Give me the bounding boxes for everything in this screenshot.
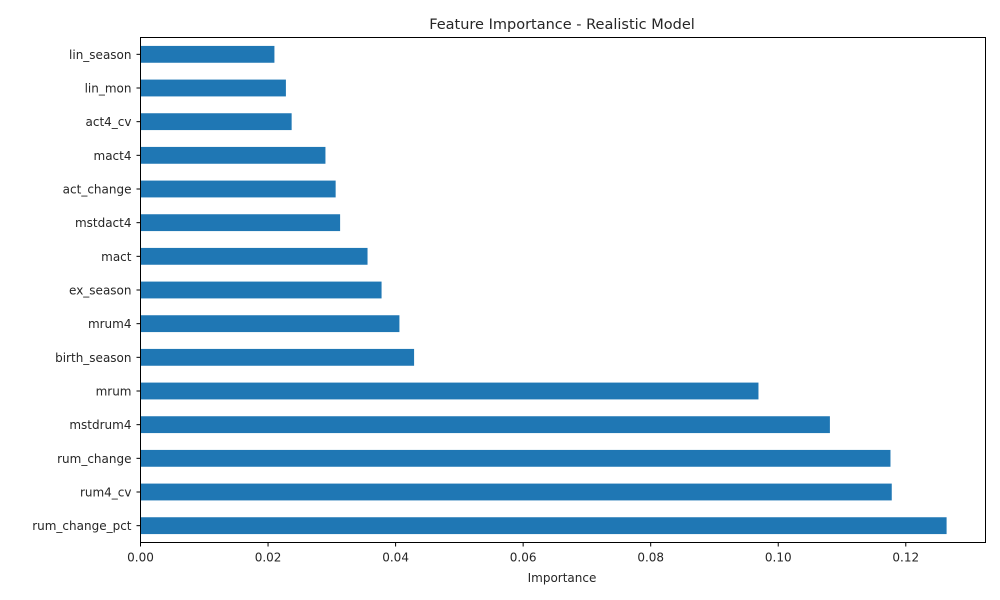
y-tick-label-mact: mact — [101, 250, 132, 264]
bar-rum_change_pct — [140, 517, 947, 535]
bar-rum_change — [140, 449, 891, 467]
bar-birth_season — [140, 348, 415, 366]
x-tick-label: 0.06 — [510, 551, 537, 565]
y-tick-label-act4_cv: act4_cv — [86, 115, 132, 129]
x-axis-title: Importance — [528, 571, 597, 585]
bars-group — [140, 45, 947, 535]
bar-lin_season — [140, 45, 275, 63]
x-tick-label: 0.00 — [127, 551, 154, 565]
y-tick-label-act_change: act_change — [63, 183, 132, 197]
bar-lin_mon — [140, 79, 286, 97]
x-tick-label: 0.02 — [255, 551, 282, 565]
chart-title: Feature Importance - Realistic Model — [429, 17, 695, 33]
y-tick-label-mstdrum4: mstdrum4 — [69, 418, 131, 432]
y-tick-label-rum_change_pct: rum_change_pct — [32, 519, 132, 533]
bar-mstdact4 — [140, 214, 341, 232]
bar-mrum — [140, 382, 759, 400]
x-tick-label: 0.12 — [892, 551, 919, 565]
x-tick-label: 0.08 — [637, 551, 664, 565]
plot-frame — [140, 37, 986, 543]
bar-rum4_cv — [140, 483, 892, 501]
y-tick-label-mrum4: mrum4 — [88, 317, 132, 331]
x-axis-ticks: 0.00 0.02 0.04 0.06 0.08 0.10 0.12 — [127, 542, 919, 565]
y-tick-label-mrum: mrum — [96, 385, 132, 399]
y-tick-label-mstdact4: mstdact4 — [75, 216, 132, 230]
bar-act4_cv — [140, 113, 292, 131]
y-tick-label-rum_change: rum_change — [57, 452, 131, 466]
bar-ex_season — [140, 281, 382, 299]
y-tick-label-rum4_cv: rum4_cv — [80, 486, 132, 500]
y-tick-label-mact4: mact4 — [94, 149, 132, 163]
y-tick-label-birth_season: birth_season — [55, 351, 131, 365]
bar-mstdrum4 — [140, 416, 830, 434]
bar-mact — [140, 247, 368, 265]
bar-mrum4 — [140, 315, 400, 333]
y-tick-label-ex_season: ex_season — [69, 284, 131, 298]
y-tick-label-lin_season: lin_season — [69, 48, 131, 62]
y-axis-ticks: lin_season lin_mon act4_cv mact4 act_changem… — [32, 48, 141, 533]
x-tick-label: 0.04 — [382, 551, 409, 565]
x-tick-label: 0.10 — [765, 551, 792, 565]
bar-mact4 — [140, 146, 326, 164]
y-tick-label-lin_mon: lin_mon — [85, 82, 132, 96]
bar-act_change — [140, 180, 336, 198]
